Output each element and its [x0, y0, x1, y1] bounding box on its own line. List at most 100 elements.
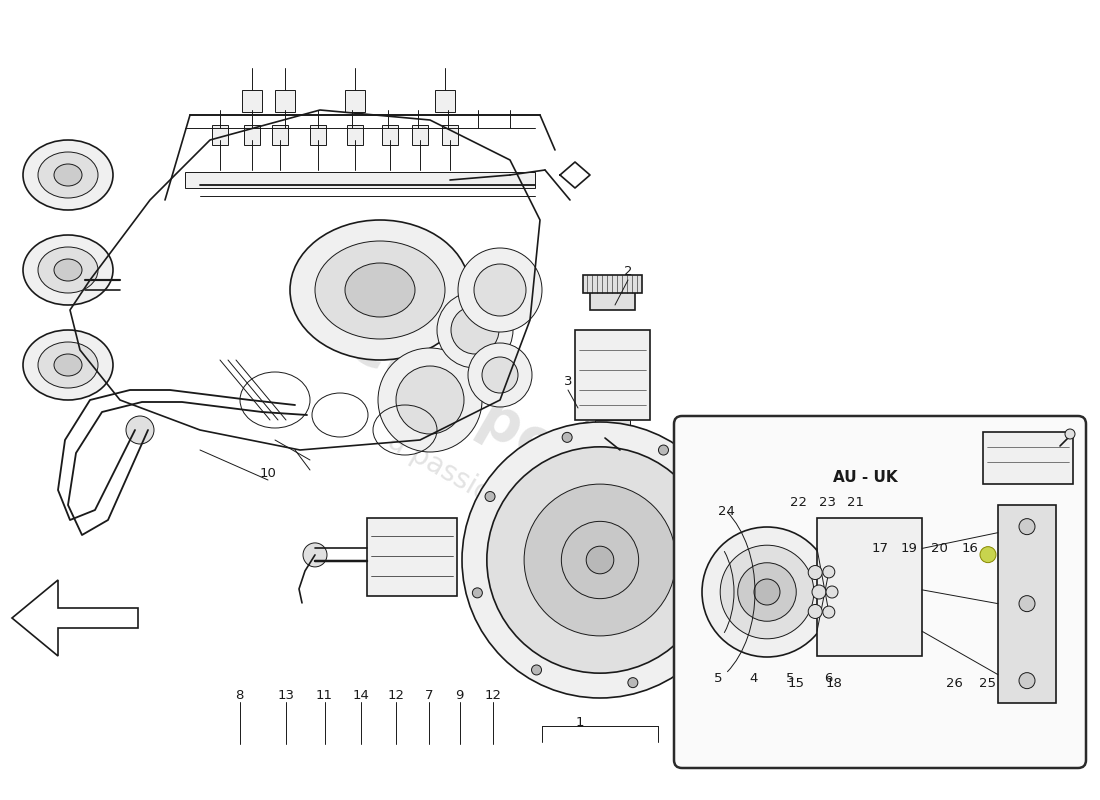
Circle shape [717, 522, 727, 532]
Circle shape [808, 605, 822, 618]
Text: 12: 12 [484, 690, 502, 702]
Text: 9: 9 [455, 690, 464, 702]
Circle shape [472, 588, 483, 598]
Text: 16: 16 [961, 542, 979, 555]
Circle shape [823, 606, 835, 618]
Circle shape [378, 348, 482, 452]
Text: 3: 3 [563, 375, 572, 388]
Ellipse shape [39, 247, 98, 293]
Text: 25: 25 [979, 677, 997, 690]
Circle shape [702, 527, 832, 657]
Circle shape [302, 543, 327, 567]
Circle shape [396, 366, 464, 434]
Circle shape [808, 566, 822, 579]
Bar [382, 125, 398, 145]
Circle shape [869, 554, 881, 566]
Bar [434, 90, 455, 112]
Text: 20: 20 [931, 542, 948, 555]
Ellipse shape [23, 330, 113, 400]
Ellipse shape [290, 220, 470, 360]
Circle shape [826, 586, 838, 598]
Circle shape [1019, 596, 1035, 612]
FancyBboxPatch shape [674, 416, 1086, 768]
Bar [272, 125, 288, 145]
Text: 21: 21 [847, 496, 865, 509]
Ellipse shape [345, 263, 415, 317]
Circle shape [764, 607, 781, 623]
Text: 23: 23 [818, 496, 836, 509]
Circle shape [458, 248, 542, 332]
Circle shape [1065, 429, 1075, 439]
Ellipse shape [54, 354, 82, 376]
Circle shape [462, 422, 738, 698]
Text: 7: 7 [425, 690, 433, 702]
Ellipse shape [54, 259, 82, 281]
Bar [983, 432, 1072, 484]
Circle shape [812, 585, 826, 599]
Text: 12: 12 [387, 690, 405, 702]
Bar [185, 172, 535, 188]
Bar [242, 90, 262, 112]
Bar [275, 90, 295, 112]
Circle shape [720, 546, 814, 638]
Text: 22: 22 [790, 496, 807, 509]
Circle shape [1019, 673, 1035, 689]
Circle shape [823, 566, 835, 578]
Bar [310, 125, 326, 145]
Polygon shape [12, 580, 138, 656]
Bar [367, 518, 456, 596]
Text: 6: 6 [824, 672, 833, 685]
Circle shape [451, 306, 499, 354]
Circle shape [561, 522, 639, 598]
Bar [346, 125, 363, 145]
Text: 19: 19 [900, 542, 917, 555]
Bar [998, 505, 1056, 702]
Text: 10: 10 [260, 467, 276, 480]
Text: 8: 8 [235, 690, 244, 702]
Bar [583, 275, 642, 293]
Bar [244, 125, 260, 145]
Text: 18: 18 [825, 677, 843, 690]
Circle shape [754, 579, 780, 605]
Ellipse shape [315, 241, 446, 339]
Text: 5: 5 [714, 672, 723, 685]
Text: 24: 24 [717, 506, 735, 518]
Bar [590, 292, 635, 310]
Circle shape [487, 447, 713, 673]
Text: 17: 17 [871, 542, 889, 555]
Bar [212, 125, 228, 145]
Circle shape [524, 484, 675, 636]
Text: 26: 26 [946, 677, 964, 690]
Bar [412, 125, 428, 145]
Circle shape [738, 562, 796, 622]
Circle shape [581, 422, 593, 434]
Ellipse shape [39, 152, 98, 198]
Text: 5: 5 [785, 672, 794, 685]
Ellipse shape [39, 342, 98, 388]
Bar [575, 330, 650, 420]
Text: 11: 11 [316, 690, 333, 702]
Ellipse shape [23, 140, 113, 210]
Bar [442, 125, 458, 145]
Text: europeparts: europeparts [339, 314, 717, 566]
Circle shape [562, 432, 572, 442]
Circle shape [531, 665, 541, 675]
Ellipse shape [54, 164, 82, 186]
Circle shape [764, 495, 781, 511]
Bar [595, 420, 630, 438]
Circle shape [764, 551, 781, 567]
Bar [746, 485, 801, 633]
Circle shape [1019, 518, 1035, 534]
Circle shape [126, 416, 154, 444]
Text: 2: 2 [624, 265, 632, 278]
Circle shape [980, 546, 996, 562]
Circle shape [437, 292, 513, 368]
Bar [345, 90, 365, 112]
Circle shape [485, 491, 495, 502]
Circle shape [586, 546, 614, 574]
Text: AU - UK: AU - UK [833, 470, 898, 486]
Circle shape [482, 357, 518, 393]
Ellipse shape [23, 235, 113, 305]
Circle shape [468, 343, 532, 407]
Bar [817, 518, 922, 656]
